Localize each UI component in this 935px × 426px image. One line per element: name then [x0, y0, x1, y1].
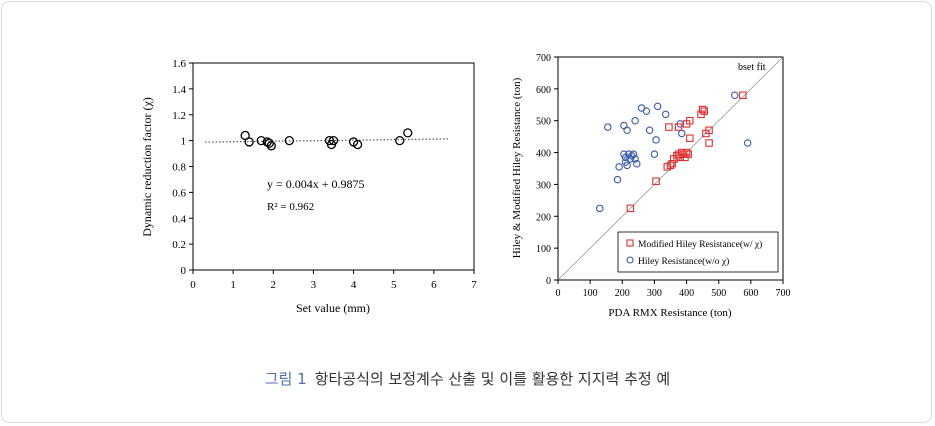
- trendline: [205, 138, 450, 143]
- data-point: [284, 135, 294, 146]
- hiley-point: [623, 161, 631, 170]
- x-tick-label: 200: [615, 288, 630, 299]
- data-point: [240, 130, 250, 141]
- x-tick-label: 3: [311, 279, 317, 291]
- hiley-point: [615, 163, 623, 171]
- x-tick-label: 700: [776, 288, 791, 299]
- best-fit-label: bset fit: [738, 62, 766, 73]
- x-tick-label: 0: [556, 288, 561, 299]
- y-tick-label: 1.2: [172, 110, 186, 122]
- hiley-point: [731, 91, 739, 99]
- resistance-comparison-chart: Hiley & Modified Hiley Resistance (ton) …: [511, 53, 791, 319]
- x-tick-label: 4: [351, 279, 357, 291]
- y-tick-label: 500: [536, 117, 551, 128]
- plot-area: [557, 56, 784, 281]
- modified-hiley-point: [682, 148, 691, 157]
- hiley-point: [631, 155, 639, 163]
- r-squared-label: R² = 0.962: [267, 201, 314, 213]
- modified-hiley-point: [700, 107, 708, 115]
- hiley-point: [632, 159, 641, 168]
- y-tick-label: 100: [536, 244, 551, 255]
- modified-hiley-point: [705, 126, 713, 135]
- y-axis-label: Hiley & Modified Hiley Resistance (ton): [511, 77, 523, 258]
- x-tick-label: 600: [743, 288, 758, 299]
- x-tick-label: 1: [230, 279, 236, 291]
- y-tick-label: 0.6: [172, 187, 186, 199]
- y-axis-label: Dynamic reduction factor (χ): [140, 97, 154, 237]
- hiley-point: [677, 129, 686, 138]
- data-point: [264, 138, 274, 148]
- y-tick-label: 1.6: [172, 58, 186, 70]
- modified-hiley-point: [698, 105, 707, 114]
- hiley-point: [642, 107, 651, 115]
- modified-hiley-point: [739, 91, 747, 99]
- x-tick-label: 100: [583, 288, 598, 299]
- x-tick-label: 7: [471, 279, 477, 291]
- dynamic-reduction-factor-chart: Dynamic reduction factor (χ) Set value (…: [140, 58, 477, 315]
- data-point: [352, 139, 363, 150]
- hiley-point: [650, 150, 659, 158]
- y-tick-label: 0: [181, 265, 187, 277]
- hiley-point: [613, 175, 622, 184]
- y-tick-label: 300: [536, 180, 551, 191]
- modified-hiley-point: [652, 177, 660, 185]
- modified-hiley-point: [674, 123, 683, 131]
- hiley-point: [743, 139, 752, 147]
- y-tick-label: 700: [536, 53, 551, 64]
- legend-square-marker: [626, 239, 634, 247]
- hiley-point: [645, 126, 654, 135]
- figure-number: 그림 1: [264, 370, 307, 388]
- y-tick-label: 0.2: [172, 239, 186, 251]
- caption-text: 항타공식의 보정계수 산출 및 이를 활용한 지지력 추정 예: [314, 370, 671, 388]
- hiley-point: [631, 116, 639, 125]
- y-tick-label: 0.8: [172, 162, 186, 174]
- legend-label-hiley: Hiley Resistance(w/o χ): [638, 256, 729, 267]
- x-tick-label: 2: [271, 279, 277, 291]
- hiley-point: [604, 123, 612, 131]
- y-tick-label: 0: [546, 276, 551, 287]
- figure-caption: 그림 1 항타공식의 보정계수 산출 및 이를 활용한 지지력 추정 예: [0, 368, 935, 389]
- y-tick-label: 400: [536, 149, 551, 160]
- legend-box: [617, 231, 779, 273]
- x-axis-label: PDA RMX Resistance (ton): [608, 307, 731, 319]
- x-tick-label: 6: [431, 279, 437, 291]
- modified-hiley-point: [686, 116, 694, 125]
- hiley-point: [652, 136, 660, 144]
- x-tick-label: 500: [711, 288, 726, 299]
- x-tick-label: 5: [391, 279, 397, 291]
- hiley-point: [653, 102, 662, 111]
- y-tick-label: 600: [536, 85, 551, 96]
- y-tick-label: 1.4: [172, 84, 186, 96]
- data-point: [266, 141, 276, 151]
- modified-hiley-point: [668, 159, 676, 168]
- data-point: [256, 135, 266, 146]
- data-point: [395, 135, 405, 146]
- modified-hiley-point: [686, 134, 694, 142]
- hiley-point: [623, 126, 631, 135]
- x-tick-label: 400: [679, 288, 694, 299]
- modified-hiley-point: [705, 139, 713, 147]
- y-tick-label: 0.4: [172, 213, 186, 225]
- data-point: [326, 139, 337, 150]
- modified-hiley-point: [626, 204, 635, 213]
- data-point: [244, 137, 254, 147]
- x-tick-label: 300: [647, 288, 662, 299]
- hiley-point: [629, 150, 638, 158]
- hiley-point: [661, 110, 670, 119]
- modified-hiley-point: [665, 123, 673, 131]
- legend-circle-marker: [626, 256, 634, 264]
- legend-label-modified-hiley: Modified Hiley Resistance(w/ χ): [638, 239, 762, 250]
- data-point: [403, 128, 413, 138]
- trendline-equation: y = 0.004x + 0.9875: [267, 177, 365, 191]
- x-tick-label: 0: [190, 279, 196, 291]
- y-tick-label: 1: [181, 136, 187, 148]
- y-tick-label: 200: [536, 212, 551, 223]
- modified-hiley-point: [684, 150, 692, 158]
- hiley-point: [596, 204, 604, 213]
- x-axis-label: Set value (mm): [296, 301, 370, 315]
